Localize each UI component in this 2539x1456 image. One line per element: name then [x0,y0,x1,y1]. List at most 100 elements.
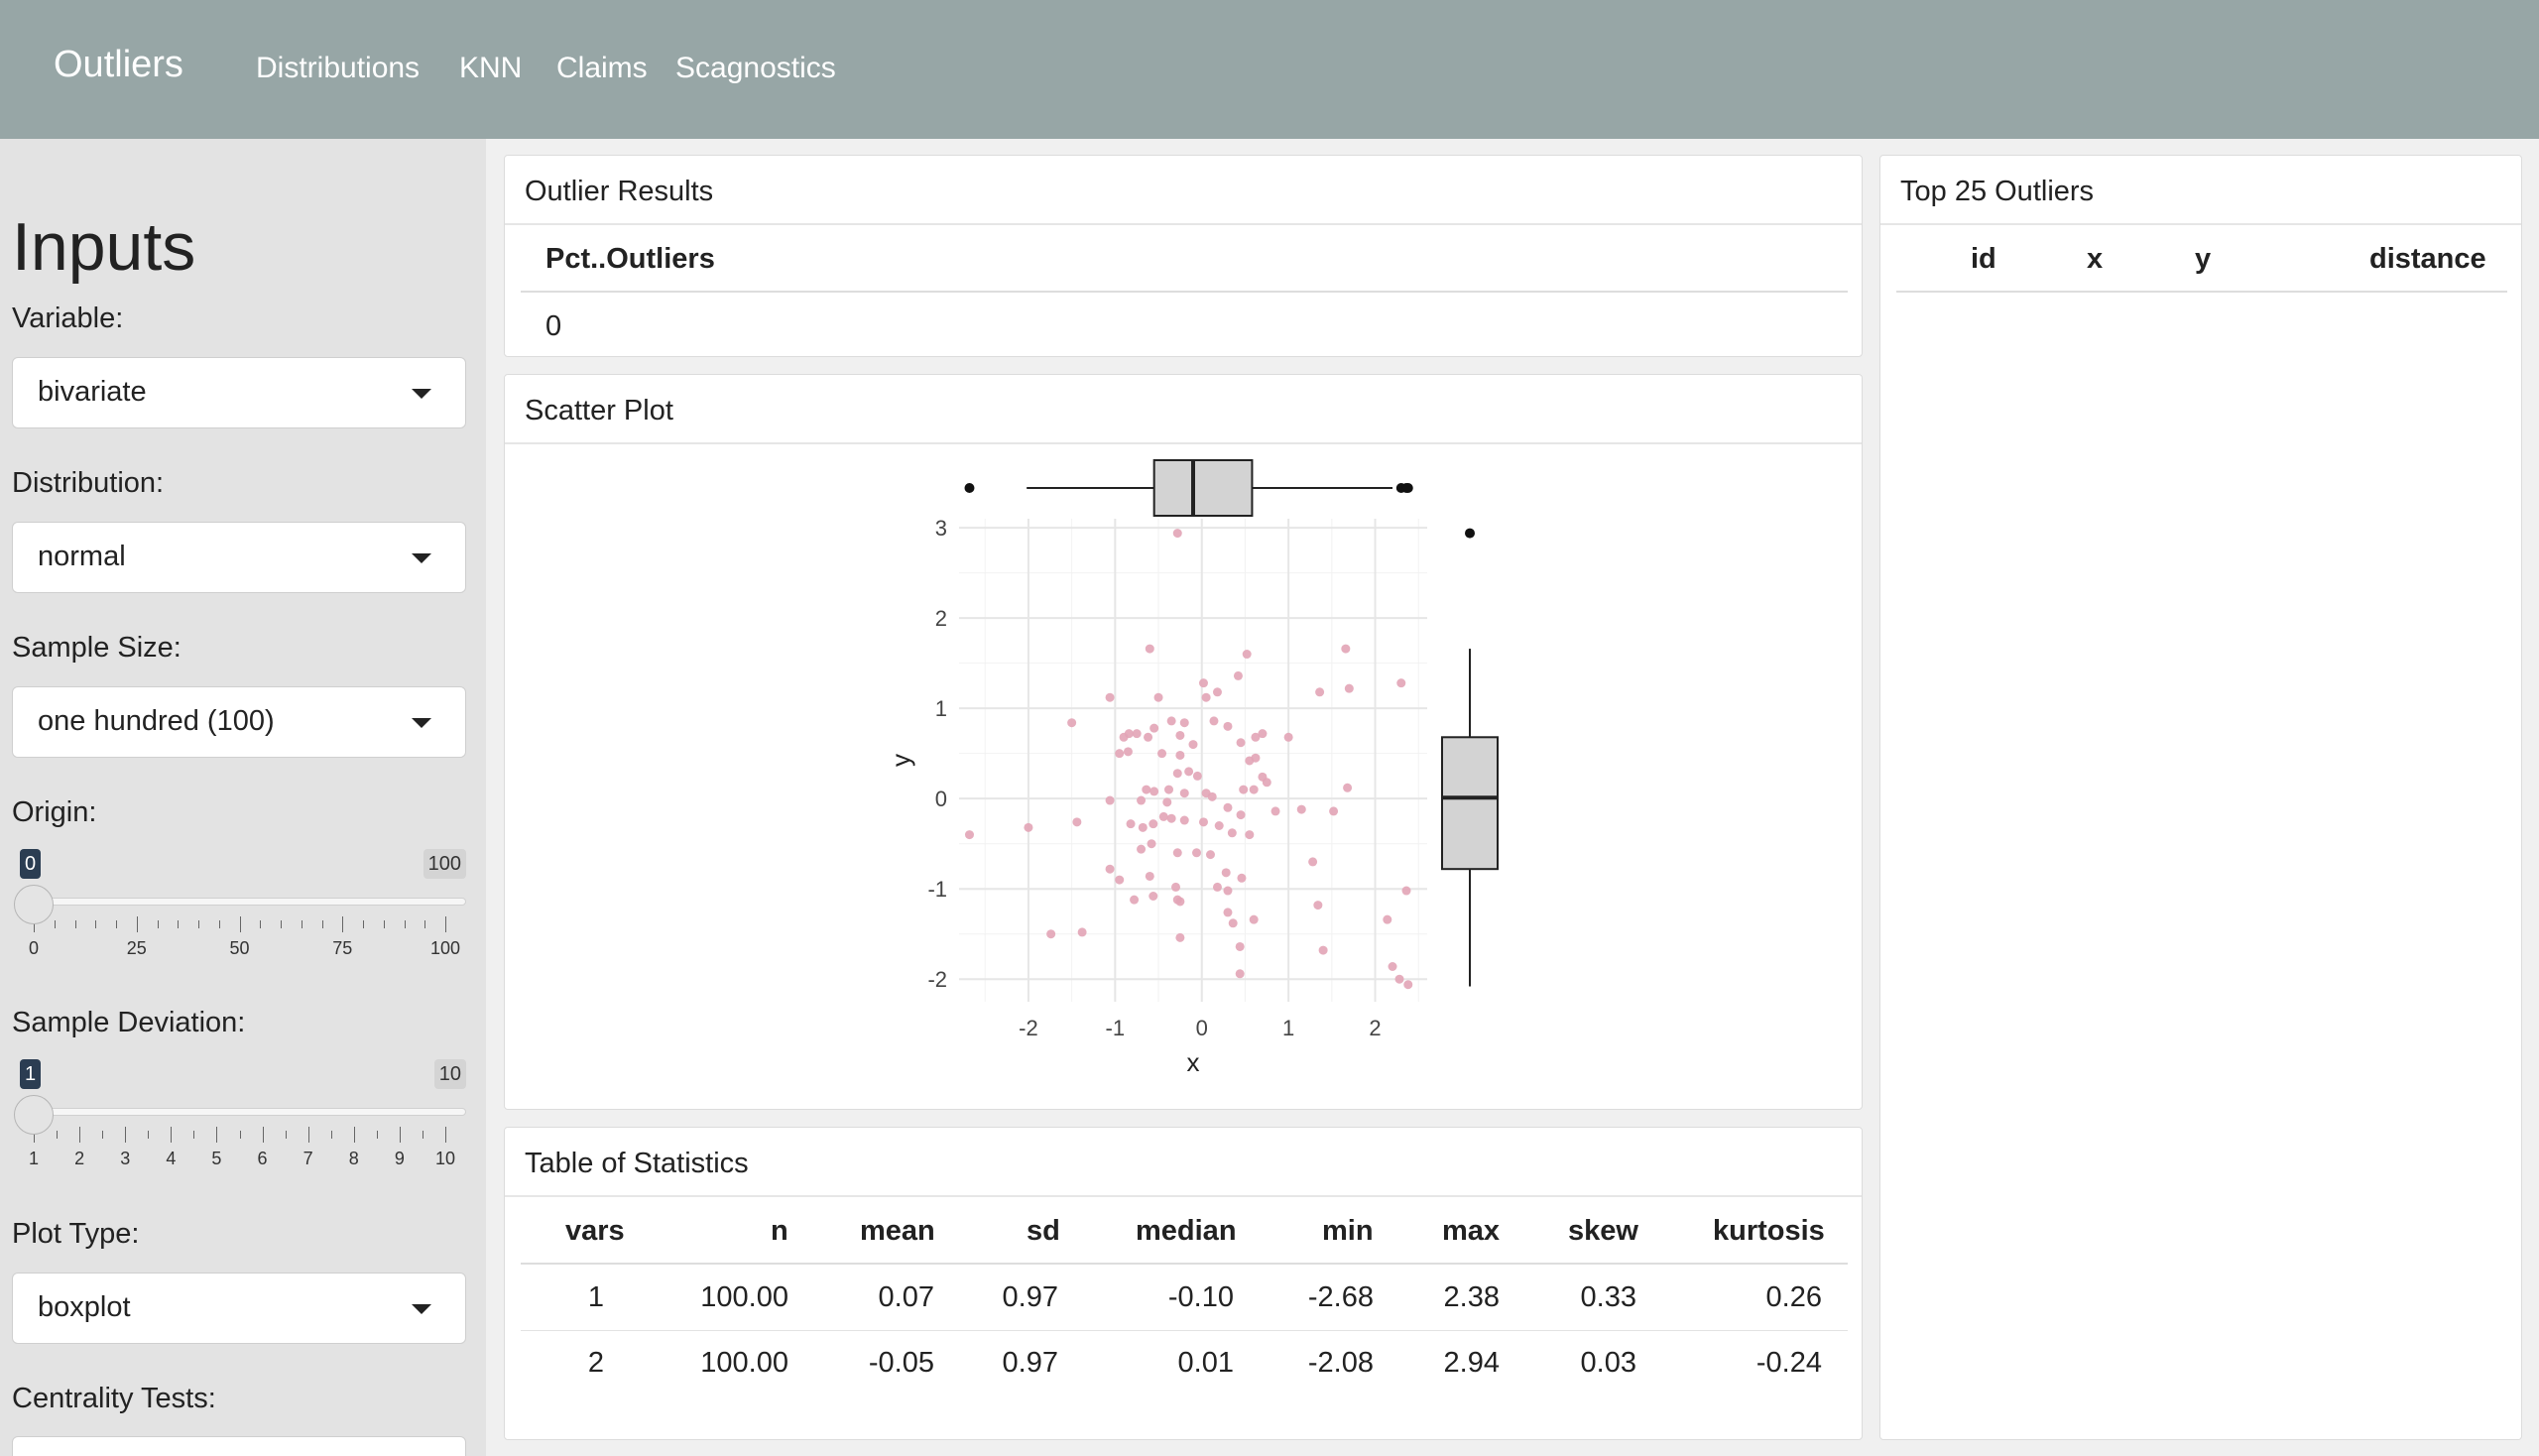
nav-distributions[interactable]: Distributions [256,52,421,84]
slider-minor-tick [198,920,199,928]
panel-divider [505,223,1862,225]
scatter-point [1223,886,1233,896]
scatter-point [1249,785,1259,794]
scatter-point [1172,848,1182,858]
brand-title[interactable]: Outliers [54,44,183,85]
scatter-point [1207,791,1217,801]
stats-row1-n: 100.00 [700,1281,788,1313]
slider-minor-tick [260,920,262,928]
statistics-panel: Table of Statistics vars n mean sd media… [504,1127,1863,1440]
scatter-point [1149,787,1159,796]
stats-col-median: median [1136,1215,1237,1247]
scatter-point [1166,813,1176,823]
origin-current-value: 0 [20,849,42,879]
table-divider [521,291,1848,293]
scatter-point [1137,795,1147,805]
slider-minor-tick [102,1131,104,1139]
variable-select-value: bivariate [38,376,147,408]
scatter-point [1198,817,1208,827]
scatter-point [1144,732,1153,742]
x-tick-label: 1 [1282,1016,1294,1040]
distribution-select[interactable]: normal [12,522,466,593]
slider-tick-label: 50 [229,938,250,958]
slider-minor-tick [383,920,385,928]
stats-row2-mean: -0.05 [868,1347,934,1379]
stats-row2-kurtosis: -0.24 [1755,1347,1822,1379]
origin-slider[interactable]: 0 100 0 25 50 75 100 [12,849,466,988]
panel-divider [1880,223,2521,225]
slider-minor-tick [363,920,364,928]
slider-minor-tick [57,1131,59,1139]
panel-divider [505,442,1862,444]
slider-tick-label: 75 [332,938,353,958]
plot-type-select[interactable]: boxplot [12,1273,466,1344]
scatter-point [1184,767,1194,777]
scatter-point [1179,789,1189,798]
distribution-label: Distribution: [12,467,165,499]
scatter-point [1296,804,1306,814]
scatter-point [1212,882,1222,892]
nav-scagnostics[interactable]: Scagnostics [675,52,836,84]
scatter-point [1205,850,1215,860]
origin-max-value: 100 [423,849,466,879]
scatter-point [1067,718,1077,728]
inputs-sidebar: Inputs Variable: bivariate Distribution:… [0,139,486,1456]
scatter-point [1227,828,1237,838]
plot-type-select-value: boxplot [38,1291,131,1323]
scatter-point [1175,750,1185,760]
y-tick-label: 1 [935,696,947,721]
slider-tick-label: 6 [257,1149,268,1168]
slider-major-tick [34,1127,35,1143]
nav-claims[interactable]: Claims [556,52,648,84]
sample-deviation-label: Sample Deviation: [12,1007,246,1038]
scatter-point [1105,795,1115,805]
nav-knn[interactable]: KNN [459,52,523,84]
sample-deviation-slider[interactable]: 1 10 1 2 3 4 5 6 7 8 9 10 [12,1059,466,1198]
centrality-tests-select[interactable] [12,1436,466,1456]
origin-slider-handle[interactable] [14,885,54,924]
variable-select[interactable]: bivariate [12,357,466,428]
scatter-point [1223,802,1233,812]
slider-tick-label: 2 [74,1149,85,1168]
plot-type-label: Plot Type: [12,1218,140,1250]
slider-major-tick [445,916,446,932]
scatter-point [1145,644,1154,654]
slider-tick-label: 3 [120,1149,131,1168]
scatter-point [1237,873,1247,883]
scatter-point [1236,810,1246,820]
scatter-point [1223,721,1233,731]
panel-divider [505,1195,1862,1197]
scatter-point [1251,732,1261,742]
navbar: Outliers Distributions KNN Claims Scagno… [0,0,2539,139]
scatter-point [1212,687,1222,697]
scatter-point [1214,820,1224,830]
x-tick-label: -1 [1106,1016,1126,1040]
slider-minor-tick [321,920,323,928]
variable-label: Variable: [12,303,124,334]
slider-major-tick [136,916,138,932]
top-outliers-heading: Top 25 Outliers [1900,176,2095,207]
x-boxplot-outlier [1402,483,1413,493]
slider-minor-tick [281,920,282,928]
slider-major-tick [125,1127,127,1143]
sample-deviation-max-value: 10 [433,1059,466,1089]
sample-deviation-slider-ticks: 1 2 3 4 5 6 7 8 9 10 [12,1059,466,1198]
pct-outliers-header: Pct..Outliers [545,243,715,275]
stats-col-mean: mean [860,1215,935,1247]
slider-minor-tick [193,1131,195,1139]
scatter-plot-panel: Scatter Plot -2 -1 0 1 2 -2 -1 0 1 2 3 x y [504,374,1863,1110]
scatter-point [1077,927,1087,937]
scatter-point [1313,901,1323,910]
slider-major-tick [79,1127,81,1143]
slider-tick-label: 10 [434,1149,456,1168]
scatter-point [1138,822,1148,832]
scatter-point [1024,822,1033,832]
scatter-point [1179,718,1189,728]
scatter-point [1145,871,1154,881]
scatter-point [1270,806,1280,816]
slider-major-tick [445,1127,446,1143]
stats-row1-kurtosis: 0.26 [1765,1281,1822,1313]
y-axis-label: y [886,754,915,767]
sample-deviation-slider-handle[interactable] [14,1095,54,1135]
sample-size-select[interactable]: one hundred (100) [12,686,466,758]
